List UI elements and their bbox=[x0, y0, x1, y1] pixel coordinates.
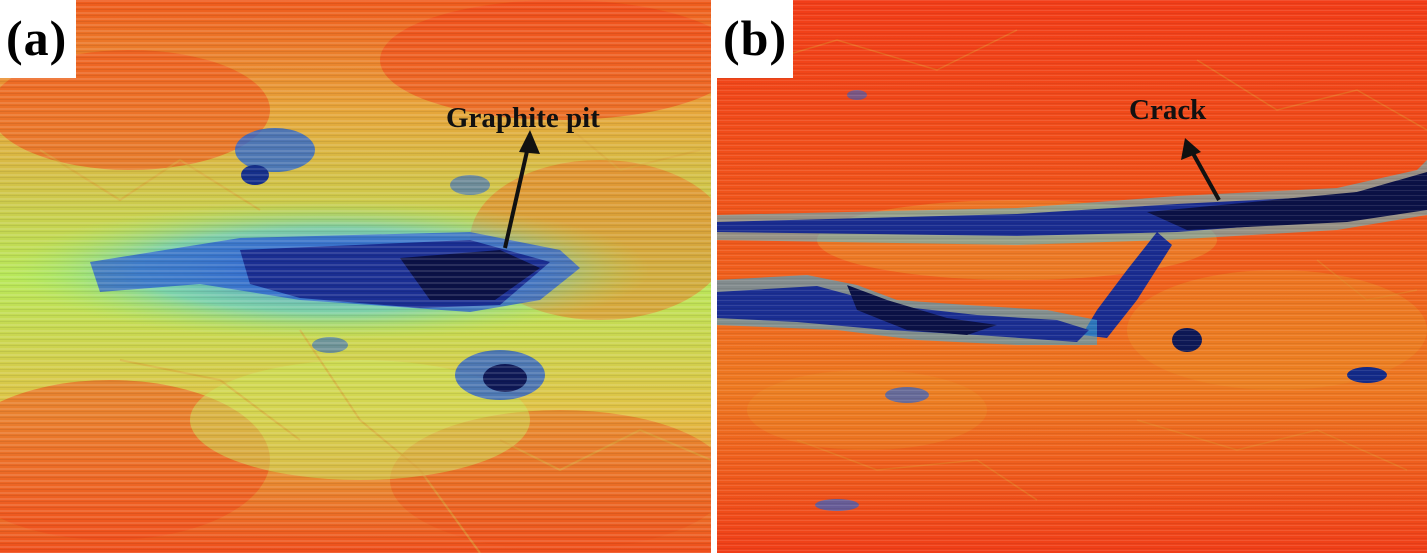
panel-b-image bbox=[717, 0, 1427, 553]
graphite-pit-arrow bbox=[503, 137, 532, 249]
graphite-pit-label: Graphite pit bbox=[446, 102, 600, 134]
panel-a-image bbox=[0, 0, 711, 553]
crack-label: Crack bbox=[1129, 94, 1207, 126]
panel-a-label: (a) bbox=[0, 0, 76, 78]
panel-b-label: (b) bbox=[717, 0, 793, 78]
crack-arrow bbox=[1188, 147, 1221, 201]
panel-b: (b) Crack bbox=[717, 0, 1427, 553]
panel-a: (a) Graphite pit bbox=[0, 0, 711, 553]
